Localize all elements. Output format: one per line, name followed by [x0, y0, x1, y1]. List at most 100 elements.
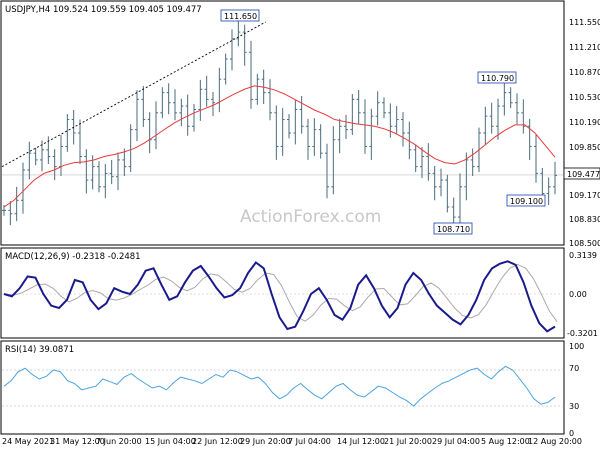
candle: [78, 119, 82, 164]
candle: [84, 149, 89, 194]
macd-tick: 0.00: [569, 290, 587, 299]
rsi-tick: 70: [569, 364, 579, 373]
time-tick: 14 Jul 12:00: [337, 437, 385, 446]
candle: [204, 75, 209, 107]
candle: [179, 98, 184, 127]
candle: [280, 108, 285, 156]
candle: [363, 99, 367, 154]
candle: [97, 161, 101, 193]
candle: [394, 106, 399, 134]
candle: [426, 143, 431, 181]
rsi-tick: 30: [569, 402, 579, 411]
time-tick: 31 May 12:00: [50, 437, 105, 446]
candle: [413, 144, 418, 173]
candle: [325, 143, 329, 199]
candle: [350, 93, 355, 136]
time-tick: 21 Jul 20:00: [384, 437, 432, 446]
annotation-high-1: 111.650: [220, 9, 260, 22]
candle: [40, 140, 44, 172]
candle: [369, 108, 374, 160]
rsi-panel-frame: [0, 340, 565, 435]
candle: [141, 85, 146, 127]
candle: [534, 135, 538, 183]
candle: [375, 91, 380, 126]
candle: [223, 53, 228, 85]
candle: [527, 118, 532, 160]
candle: [458, 173, 462, 225]
candle: [65, 114, 70, 152]
candle: [185, 94, 190, 136]
macd-axis: 0.3139 0.00 -0.3201: [567, 251, 598, 338]
watermark: ActionForex.com: [240, 207, 381, 227]
candle: [268, 79, 272, 121]
price-tick: 111.550: [569, 18, 600, 27]
rsi-line: [3, 365, 556, 407]
candle: [154, 101, 158, 150]
candle: [483, 106, 488, 145]
candle: [445, 174, 450, 213]
candle: [356, 89, 361, 125]
candle: [14, 186, 19, 222]
annotation-low-1: 108.710: [433, 222, 473, 235]
candle: [90, 155, 95, 190]
rsi-title: RSI(14) 39.0871: [5, 345, 74, 355]
macd-tick: -0.3201: [567, 329, 598, 338]
candle: [508, 87, 513, 109]
candle: [388, 103, 393, 138]
candle: [173, 89, 177, 121]
time-tick: 5 Aug 12:00: [481, 437, 530, 446]
candle: [135, 89, 139, 142]
candle: [312, 118, 317, 156]
annotation-low-2: 109.100: [506, 194, 546, 207]
svg-text:108.710: 108.710: [437, 225, 470, 234]
candle: [502, 81, 507, 116]
candle: [540, 167, 545, 199]
candle: [331, 126, 336, 195]
candle: [33, 147, 38, 166]
moving-average-line: [3, 85, 556, 208]
candle: [521, 99, 526, 134]
candle: [439, 168, 443, 197]
candle: [420, 147, 424, 179]
candle: [274, 105, 279, 160]
candle: [198, 79, 203, 121]
candle: [515, 93, 519, 125]
candle: [464, 152, 469, 201]
candle: [116, 152, 120, 191]
time-tick: 15 Jun 04:00: [145, 437, 196, 446]
candle: [27, 141, 32, 180]
candle: [546, 177, 551, 205]
candle: [236, 18, 241, 47]
candle: [242, 24, 247, 66]
candle: [52, 149, 57, 181]
candle: [432, 165, 437, 201]
time-tick: 12 Aug 20:00: [528, 437, 582, 446]
price-axis: 111.550 111.210 110.870 110.530 110.190 …: [569, 18, 600, 248]
rsi-tick: 0: [569, 429, 574, 438]
candle: [122, 148, 127, 177]
candle: [109, 159, 114, 185]
macd-panel-frame: [0, 247, 565, 339]
price-tick: 109.170: [569, 191, 600, 200]
candle: [382, 97, 386, 119]
annotation-high-2: 110.790: [477, 71, 517, 84]
rsi-plot: [2, 365, 564, 407]
time-tick: 22 Jun 12:00: [192, 437, 243, 446]
candle: [306, 118, 310, 160]
candle: [344, 114, 348, 140]
rsi-tick: 100: [569, 342, 584, 351]
candle: [287, 114, 291, 139]
candle: [489, 102, 494, 134]
time-tick: 7 Jun 20:00: [96, 437, 142, 446]
price-tick: 110.530: [569, 93, 600, 102]
candle: [160, 87, 165, 119]
time-tick: 29 Jul 04:00: [432, 437, 480, 446]
macd-plot: [2, 260, 564, 333]
candle: [211, 91, 215, 117]
symbol-header: USDJPY,H4 109.524 109.559 109.405 109.47…: [5, 5, 202, 15]
candle: [318, 124, 323, 159]
svg-text:111.650: 111.650: [224, 12, 257, 21]
svg-text:110.790: 110.790: [481, 74, 514, 83]
current-price-marker: 109.477: [563, 167, 600, 180]
